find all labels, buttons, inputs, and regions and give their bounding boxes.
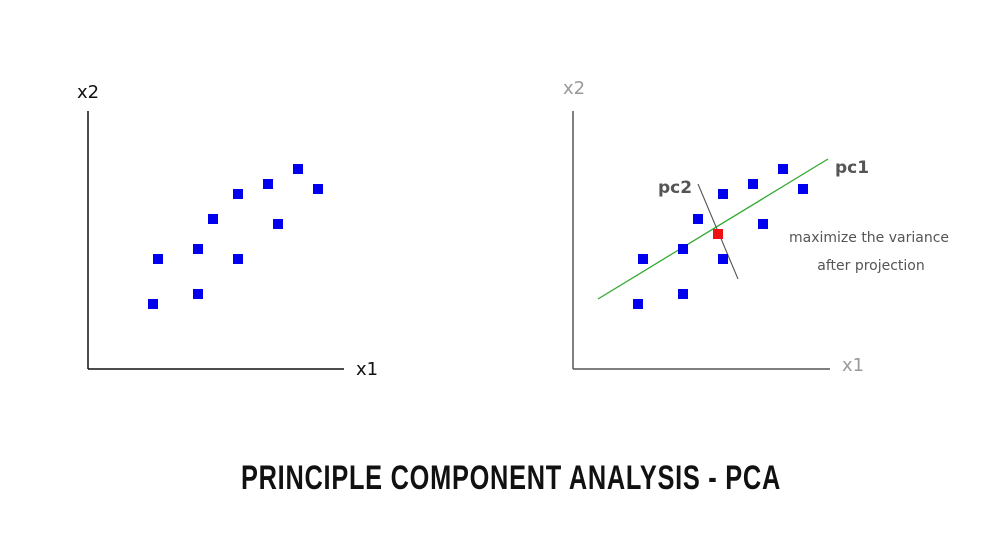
data-point [638,254,648,264]
data-point [148,299,158,309]
data-point [718,189,728,199]
left-data-points [148,164,323,309]
data-point [778,164,788,174]
pc1-label: pc1 [835,158,869,178]
diagram-title: PRINCIPLE COMPONENT ANALYSIS - PCA [241,459,781,497]
data-point [193,289,203,299]
data-point [313,184,323,194]
right-x-axis-label: x1 [842,355,864,376]
data-point [233,254,243,264]
data-point [678,244,688,254]
right-plot: x2 x1 pc1 pc2 maximize the variance afte… [563,78,949,376]
pc2-label: pc2 [658,178,692,198]
data-point [153,254,163,264]
data-point [718,254,728,264]
data-point [273,219,283,229]
right-data-points [633,164,808,309]
data-point [208,214,218,224]
right-y-axis-label: x2 [563,78,585,99]
variance-note-line2: after projection [817,258,925,274]
data-point [798,184,808,194]
data-point [693,214,703,224]
data-point [193,244,203,254]
mean-center-point [713,229,723,239]
left-plot: x2 x1 [77,82,378,380]
data-point [678,289,688,299]
data-point [633,299,643,309]
data-point [233,189,243,199]
data-point [758,219,768,229]
data-point [748,179,758,189]
variance-note-line1: maximize the variance [789,230,949,246]
left-x-axis-label: x1 [356,359,378,380]
data-point [293,164,303,174]
left-y-axis-label: x2 [77,82,99,103]
data-point [263,179,273,189]
